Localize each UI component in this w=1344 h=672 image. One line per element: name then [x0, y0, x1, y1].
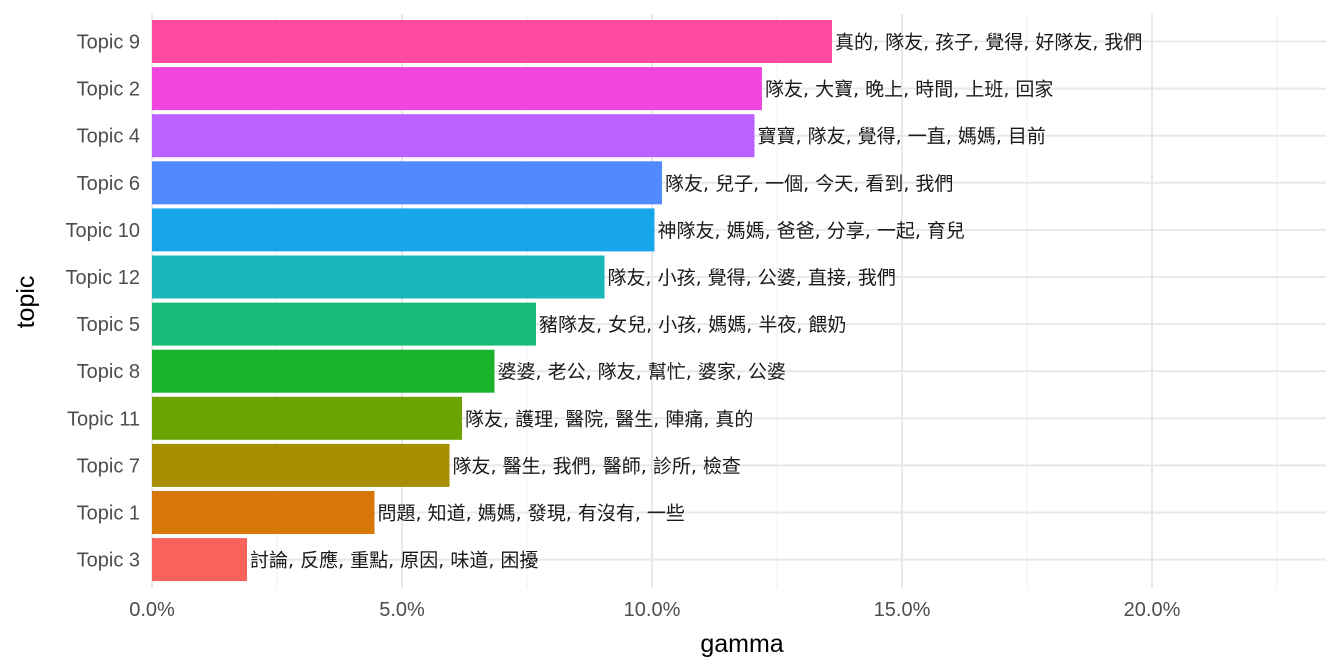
bar-data-label: 婆婆, 老公, 隊友, 幫忙, 婆家, 公婆	[498, 361, 786, 383]
bars-group	[152, 20, 832, 582]
bar	[152, 255, 605, 299]
x-tick-label: 5.0%	[379, 599, 425, 621]
y-axis-tick-labels: Topic 9 Topic 2 Topic 4 Topic 6 Topic 10 Topi…	[66, 32, 141, 572]
x-axis-title: gamma	[700, 630, 783, 658]
y-tick-label: Topic 3	[77, 550, 140, 572]
bar-data-label: 隊友, 醫生, 我們, 醫師, 診所, 檢查	[453, 455, 741, 477]
bar-data-label: 問題, 知道, 媽媽, 發現, 有沒有, 一些	[378, 503, 685, 525]
y-tick-label: Topic 11	[67, 408, 140, 430]
bar	[152, 302, 536, 346]
bar	[152, 67, 762, 111]
y-tick-label: Topic 1	[77, 503, 140, 525]
bar-data-label: 寶寶, 隊友, 覺得, 一直, 媽媽, 目前	[758, 126, 1046, 148]
bar	[152, 538, 247, 582]
y-tick-label: Topic 10	[66, 220, 141, 242]
bar	[152, 396, 462, 440]
bar-data-label: 豬隊友, 女兒, 小孩, 媽媽, 半夜, 餵奶	[539, 314, 846, 336]
bar	[152, 443, 450, 487]
bar	[152, 349, 495, 393]
y-axis-title: topic	[12, 276, 40, 329]
x-tick-label: 20.0%	[1124, 599, 1181, 621]
y-tick-label: Topic 12	[66, 267, 141, 289]
bar-data-label: 神隊友, 媽媽, 爸爸, 分享, 一起, 育兒	[658, 220, 965, 242]
bar-data-label: 隊友, 護理, 醫院, 醫生, 陣痛, 真的	[465, 408, 753, 430]
bar	[152, 114, 755, 158]
bar	[152, 208, 655, 252]
bar-data-label: 真的, 隊友, 孩子, 覺得, 好隊友, 我們	[835, 32, 1142, 54]
bar-data-label: 討論, 反應, 重點, 原因, 味道, 困擾	[250, 549, 538, 572]
bar	[152, 20, 832, 63]
y-tick-label: Topic 5	[77, 314, 140, 336]
x-tick-label: 10.0%	[624, 599, 681, 621]
y-tick-label: Topic 6	[77, 173, 140, 195]
bar	[152, 161, 662, 205]
y-tick-label: Topic 4	[77, 126, 140, 148]
bar-data-label: 隊友, 小孩, 覺得, 公婆, 直接, 我們	[608, 267, 896, 289]
x-axis-tick-labels: 0.0% 5.0% 10.0% 15.0% 20.0%	[129, 599, 1180, 621]
bar-data-label: 隊友, 兒子, 一個, 今天, 看到, 我們	[665, 173, 953, 195]
y-tick-label: Topic 2	[77, 79, 140, 101]
x-tick-label: 0.0%	[129, 599, 175, 621]
x-tick-label: 15.0%	[874, 599, 931, 621]
y-tick-label: Topic 8	[77, 361, 140, 383]
y-tick-label: Topic 9	[77, 32, 140, 54]
bar-data-label: 隊友, 大寶, 晚上, 時間, 上班, 回家	[765, 79, 1053, 101]
bar	[152, 491, 375, 534]
y-tick-label: Topic 7	[77, 455, 140, 477]
